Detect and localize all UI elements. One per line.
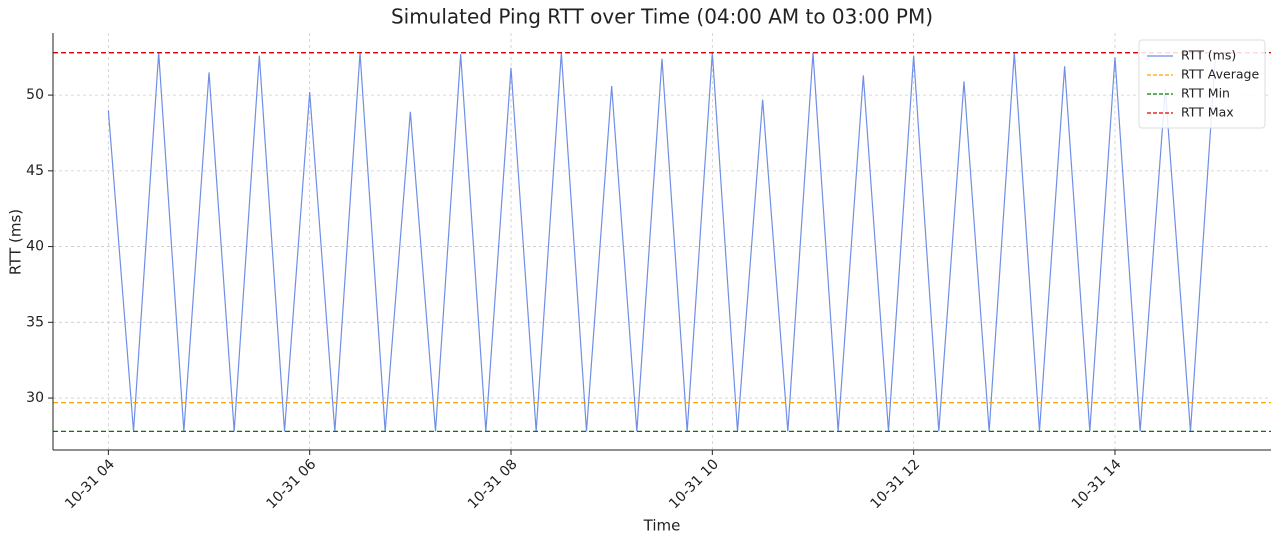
- y-tick-label: 35: [26, 314, 44, 330]
- y-axis-label: RTT (ms): [7, 209, 25, 275]
- legend-label: RTT (ms): [1181, 48, 1236, 63]
- legend-label: RTT Average: [1181, 67, 1259, 82]
- y-tick-label: 30: [26, 390, 44, 406]
- x-tick-label: 10-31 10: [666, 456, 722, 512]
- x-tick-label: 10-31 08: [465, 456, 521, 512]
- legend-label: RTT Min: [1181, 86, 1230, 101]
- x-tick-label: 10-31 12: [867, 456, 923, 512]
- line-series: [107, 52, 1217, 432]
- y-tick-label: 45: [26, 163, 44, 179]
- legend: RTT (ms) RTT Average RTT Min RTT Max: [1138, 39, 1266, 129]
- x-tick-label: 10-31 04: [62, 456, 118, 512]
- x-axis-label: Time: [643, 517, 681, 535]
- legend-box: [1138, 39, 1266, 129]
- legend-label: RTT Max: [1181, 105, 1234, 120]
- y-tick-label: 40: [26, 239, 44, 255]
- y-tick-label: 50: [26, 87, 44, 103]
- x-tick-label: 10-31 06: [264, 456, 320, 512]
- chart-title: Simulated Ping RTT over Time (04:00 AM t…: [391, 5, 933, 29]
- x-tick-label: 10-31 14: [1069, 456, 1125, 512]
